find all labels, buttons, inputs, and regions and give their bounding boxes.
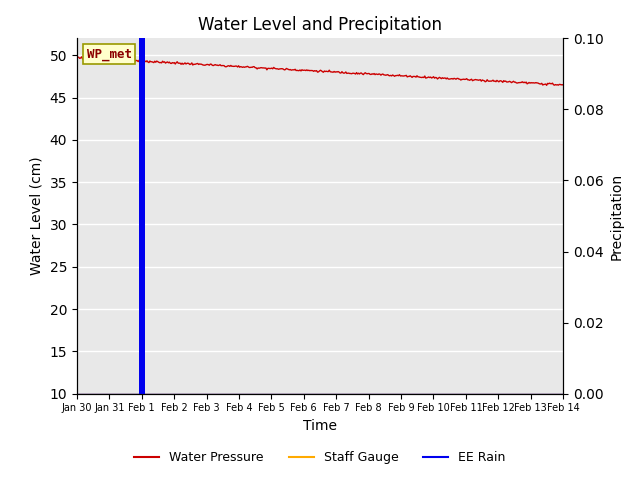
Water Pressure xyxy=(305,67,312,73)
Y-axis label: Water Level (cm): Water Level (cm) xyxy=(30,156,44,276)
Water Pressure xyxy=(550,82,557,87)
Legend: Water Pressure, Staff Gauge, EE Rain: Water Pressure, Staff Gauge, EE Rain xyxy=(129,446,511,469)
Staff Gauge xyxy=(336,391,344,396)
Water Pressure xyxy=(543,83,550,88)
Text: WP_met: WP_met xyxy=(86,48,132,61)
Y-axis label: Precipitation: Precipitation xyxy=(609,172,623,260)
Staff Gauge xyxy=(559,391,567,396)
Bar xyxy=(139,38,145,394)
Title: Water Level and Precipitation: Water Level and Precipitation xyxy=(198,16,442,34)
Water Pressure xyxy=(559,82,567,88)
Staff Gauge xyxy=(73,391,81,396)
Water Pressure xyxy=(73,55,81,61)
Staff Gauge xyxy=(548,391,556,396)
Staff Gauge xyxy=(304,391,312,396)
Line: Water Pressure: Water Pressure xyxy=(77,57,563,85)
Water Pressure xyxy=(472,77,480,83)
Staff Gauge xyxy=(362,391,370,396)
Water Pressure xyxy=(78,54,86,60)
Staff Gauge xyxy=(307,391,315,396)
Water Pressure xyxy=(337,70,345,76)
Staff Gauge xyxy=(472,391,479,396)
Water Pressure xyxy=(364,71,371,77)
X-axis label: Time: Time xyxy=(303,419,337,433)
Water Pressure xyxy=(308,68,316,73)
